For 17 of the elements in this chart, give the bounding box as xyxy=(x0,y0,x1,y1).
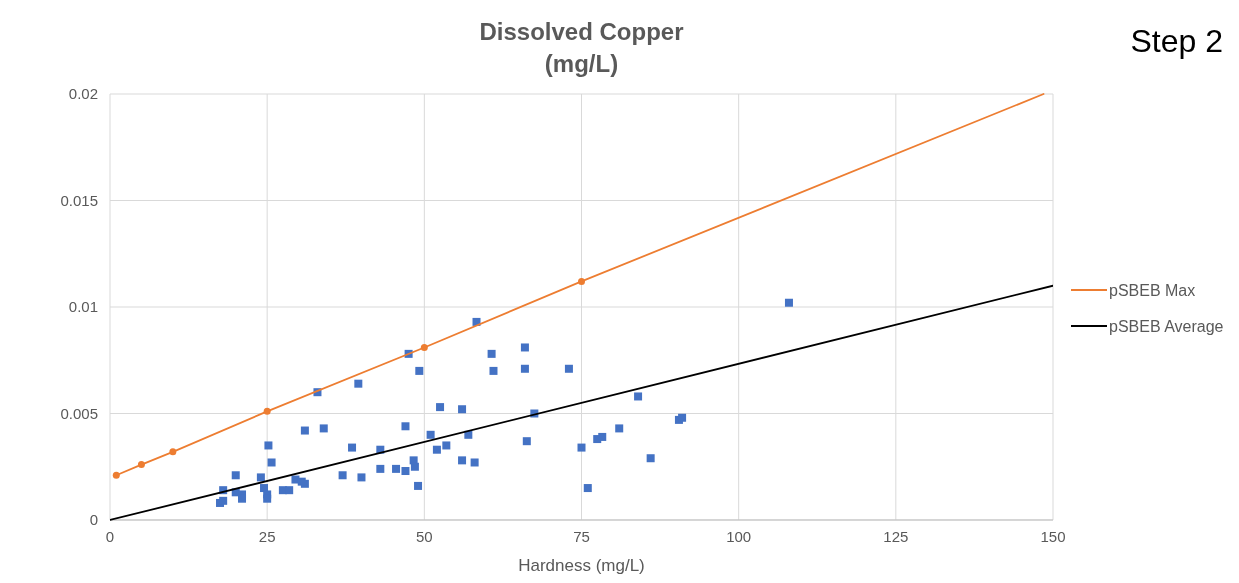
x-tick-label: 125 xyxy=(883,528,909,545)
chart-title: Dissolved Copper (mg/L) xyxy=(479,18,684,77)
text: Step 2 xyxy=(1130,23,1223,59)
x-tick-label: 150 xyxy=(1040,528,1066,545)
y-tick-label: 0.005 xyxy=(60,404,98,422)
y-tick-label: 0.015 xyxy=(60,191,98,209)
legend-label: pSBEB Average xyxy=(1109,318,1224,335)
x-tick-label: 50 xyxy=(415,528,433,545)
x-tick-label: 100 xyxy=(726,528,752,545)
x-axis-title: Hardness (mg/L) xyxy=(518,556,645,575)
x-tick-label: 25 xyxy=(258,528,276,545)
y-tick-label: 0.01 xyxy=(68,298,98,315)
y-tick-label: 0.02 xyxy=(68,85,98,102)
y-tick-label: 0 xyxy=(89,511,98,528)
x-tick-label: 0 xyxy=(105,528,115,545)
x-tick-label: 75 xyxy=(573,528,590,545)
legend-label: pSBEB Max xyxy=(1109,282,1196,299)
